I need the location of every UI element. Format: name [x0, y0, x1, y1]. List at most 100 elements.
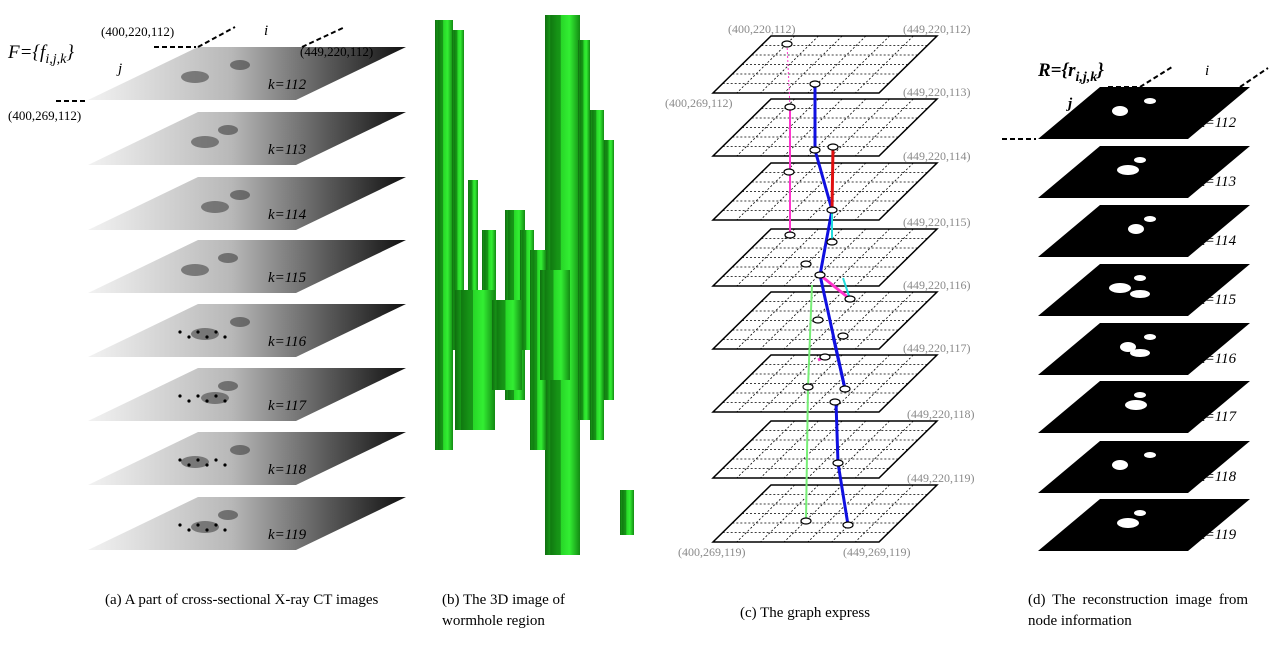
ct-slice — [88, 304, 406, 357]
recon-slice-blob — [1128, 224, 1144, 234]
panel-a-axis-j: j — [118, 61, 123, 77]
wormhole-column — [604, 140, 614, 400]
recon-slice-blob — [1117, 518, 1139, 528]
ct-slice — [88, 497, 406, 550]
panel-c-coord-left-112: (400,269,112) — [665, 96, 733, 110]
ct-slice-dot — [178, 458, 182, 462]
graph-layer-gridline — [783, 35, 843, 94]
ct-slice-blob — [181, 264, 209, 276]
panel-d-slice-label: k=112 — [1198, 115, 1237, 131]
wormhole-column-shade — [544, 270, 554, 380]
ct-slice — [88, 240, 406, 293]
panel-a-formula-close: } — [66, 42, 74, 63]
panel-d-slice-label: k=116 — [1198, 351, 1237, 367]
graph-layer-gridline — [783, 354, 843, 413]
wormhole-column-shade — [496, 300, 506, 390]
panel-d-axis-i: i — [1205, 63, 1210, 79]
graph-layer-gridline — [736, 291, 795, 350]
ct-slice-dot — [205, 528, 209, 532]
panel-d-caption: (d) The reconstruction image from node i… — [1028, 592, 1248, 629]
panel-c-coord-bottom-left: (400,269,119) — [678, 545, 746, 559]
graph-layer — [711, 484, 939, 543]
panel-a-slice-label: k=119 — [268, 527, 307, 543]
graph-node — [802, 383, 814, 391]
panel-c-graph-layers — [711, 35, 939, 543]
graph-layer — [711, 98, 939, 157]
recon-slice-blob — [1130, 349, 1150, 357]
graph-node — [844, 295, 856, 303]
recon-slice-blob — [1109, 283, 1131, 293]
ct-slice-blob — [181, 71, 209, 83]
ct-slice-blob — [181, 456, 209, 468]
panel-a-caption: (a) A part of cross-sectional X-ray CT i… — [105, 592, 379, 608]
panel-c-layer-coord: (449,220,113) — [903, 85, 971, 99]
panel-a-coord-bottom-left: (400,269,112) — [8, 108, 82, 123]
graph-node — [837, 332, 849, 340]
graph-layer-gridline — [736, 228, 795, 287]
ct-slice-dot — [196, 394, 200, 398]
ct-slice-blob — [201, 201, 229, 213]
recon-slice-blob — [1134, 275, 1146, 281]
panel-a-slice-label: k=116 — [268, 334, 307, 350]
ct-slice-blob — [218, 125, 238, 135]
ct-slice-dot — [196, 330, 200, 334]
panel-b-wormhole-3d — [435, 15, 634, 555]
panel-d-slice-label: k=117 — [1198, 409, 1237, 425]
graph-layer-gridline — [736, 420, 795, 479]
wormhole-column — [620, 490, 634, 535]
graph-node — [800, 517, 812, 525]
ct-slice-dot — [178, 394, 182, 398]
panel-d-slice-label: k=118 — [1198, 469, 1237, 485]
graph-edge-blue — [834, 401, 840, 464]
recon-slice-blob — [1112, 460, 1128, 470]
wormhole-column — [492, 300, 522, 390]
panel-c-layer-coord: (449,220,119) — [907, 471, 975, 485]
ct-slice-dot — [187, 399, 191, 403]
panel-c-coord-top-left: (400,220,112) — [728, 22, 796, 36]
recon-slice — [1038, 381, 1250, 433]
graph-layer-gridline — [831, 484, 890, 543]
graph-layer-gridline — [831, 291, 890, 350]
ct-slice-blob — [230, 190, 250, 200]
graph-layer-gridline — [807, 98, 867, 157]
wormhole-column-shade — [605, 140, 609, 400]
graph-node — [842, 521, 854, 529]
ct-slice-blob — [218, 253, 238, 263]
wormhole-column — [578, 40, 590, 420]
graph-node — [809, 80, 821, 88]
panel-c-layer-coord: (449,220,118) — [907, 407, 975, 421]
panel-a-formula: F={fi,j,k} — [8, 42, 74, 68]
ct-slice-dot — [205, 463, 209, 467]
recon-slice — [1038, 87, 1250, 139]
graph-node — [827, 143, 839, 151]
graph-layer-gridline — [760, 228, 819, 287]
ct-slice-dot — [214, 523, 218, 527]
graph-layer-gridline — [783, 98, 843, 157]
recon-slice-plane — [1038, 441, 1250, 493]
panel-a-slice-label: k=113 — [268, 142, 307, 158]
panel-a-slices — [56, 26, 406, 550]
graph-node — [826, 206, 838, 214]
graph-node — [800, 260, 812, 268]
graph-layer-gridline — [807, 35, 867, 94]
recon-slice — [1038, 499, 1250, 551]
graph-node — [784, 103, 796, 111]
graph-layer-gridline — [807, 291, 867, 350]
graph-layer-gridline — [736, 484, 795, 543]
ct-slice-blob — [230, 445, 250, 455]
panel-c-layer-coord: (449,220,114) — [903, 149, 971, 163]
wormhole-column — [435, 20, 453, 450]
panel-c-layer-coord: (449,220,112) — [903, 22, 971, 36]
graph-node — [784, 231, 796, 239]
recon-slice-plane — [1038, 323, 1250, 375]
panel-a-formula-main: F={f — [8, 42, 46, 63]
wormhole-column — [540, 270, 570, 380]
graph-layer-gridline — [855, 484, 914, 543]
ct-slice-dot — [178, 330, 182, 334]
graph-layer-gridline — [855, 420, 914, 479]
recon-slice-plane — [1038, 499, 1250, 551]
ct-slice-plane — [88, 112, 406, 165]
graph-layer-gridline — [831, 420, 890, 479]
ct-slice-blob — [191, 328, 219, 340]
